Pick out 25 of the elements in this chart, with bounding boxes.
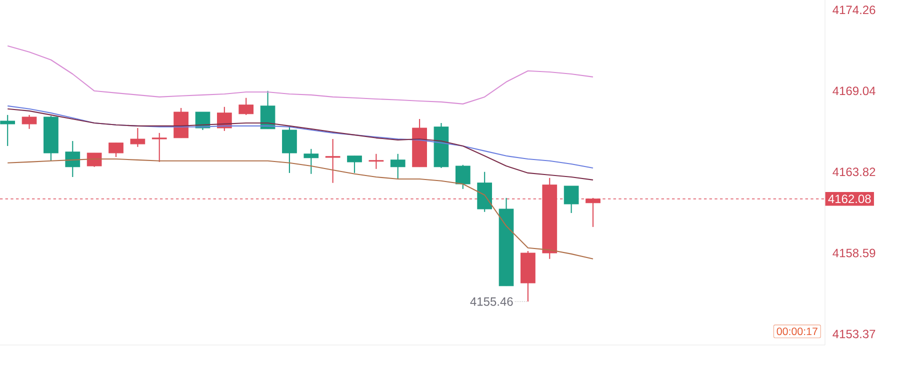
y-tick-label: 4174.26 (832, 6, 876, 14)
candlestick (282, 126, 297, 174)
ref-line-label: 4162.08 (828, 194, 871, 204)
candlestick (304, 148, 319, 174)
candlestick (65, 140, 80, 178)
y-tick-label: 4169.04 (832, 86, 876, 96)
candlestick (152, 132, 167, 162)
candlestick (260, 90, 276, 130)
candlestick (325, 138, 340, 184)
y-tick-label: 4158.59 (832, 248, 876, 258)
candlestick (564, 185, 579, 214)
candlestick (390, 153, 406, 180)
candlestick (347, 155, 362, 174)
candlestick (0, 114, 16, 147)
y-tick-label: 4153.37 (832, 330, 876, 338)
candlestick (108, 142, 124, 158)
line-series (7, 45, 594, 104)
annotation: 4155.46 (470, 297, 513, 306)
candlestick (368, 153, 384, 170)
candlestick (22, 114, 37, 130)
text: 00:00:17 (776, 328, 818, 336)
y-tick-label: 4163.82 (832, 168, 876, 176)
candlestick (238, 97, 254, 116)
candlestick (455, 164, 470, 190)
candlestick (130, 127, 146, 148)
